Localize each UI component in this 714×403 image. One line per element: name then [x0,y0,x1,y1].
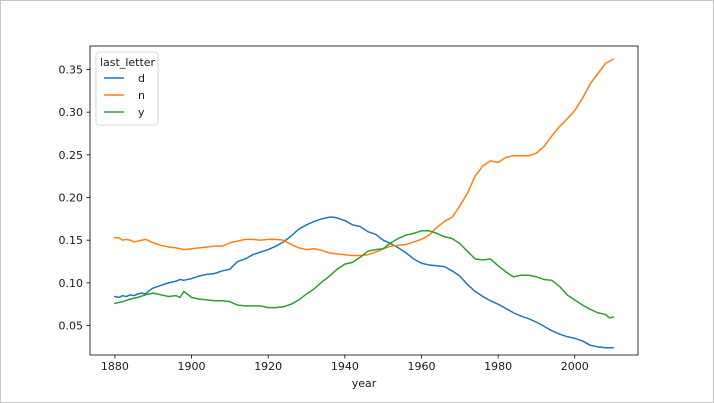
plot-border [89,45,639,356]
legend: last_letter dny [95,51,159,126]
y-tick-label-0.35: 0.35 [59,63,84,76]
legend-label-y: y [138,106,145,119]
x-tick-label-1880: 1880 [101,360,129,373]
legend-title: last_letter [100,56,156,69]
series-line-d [114,216,614,349]
y-tick-label-0.15: 0.15 [59,234,84,247]
x-tick-label-1960: 1960 [407,360,435,373]
legend-box [95,51,159,126]
y-tick-label-0.10: 0.10 [59,277,84,290]
x-tick-label-2000: 2000 [561,360,589,373]
series-line-y [114,230,614,319]
y-tick-label-0.30: 0.30 [59,106,84,119]
series-layer [114,58,615,349]
y-axis: 0.05 0.10 0.15 0.20 0.25 0.30 0.35 [59,63,90,333]
x-tick-label-1920: 1920 [254,360,282,373]
y-tick-label-0.20: 0.20 [59,192,84,205]
x-axis-label: year [352,377,377,390]
plot-area [90,46,638,355]
legend-entries: dny [104,72,145,119]
y-tick-label-0.05: 0.05 [59,320,84,333]
legend-label-n: n [138,89,145,102]
y-tick-label-0.25: 0.25 [59,149,84,162]
series-line-n [114,58,615,257]
x-tick-label-1900: 1900 [178,360,206,373]
x-tick-label-1980: 1980 [484,360,512,373]
x-tick-label-1940: 1940 [331,360,359,373]
legend-label-d: d [138,72,145,85]
x-axis: 1880 1900 1920 1940 1960 1980 2000 [101,355,589,373]
